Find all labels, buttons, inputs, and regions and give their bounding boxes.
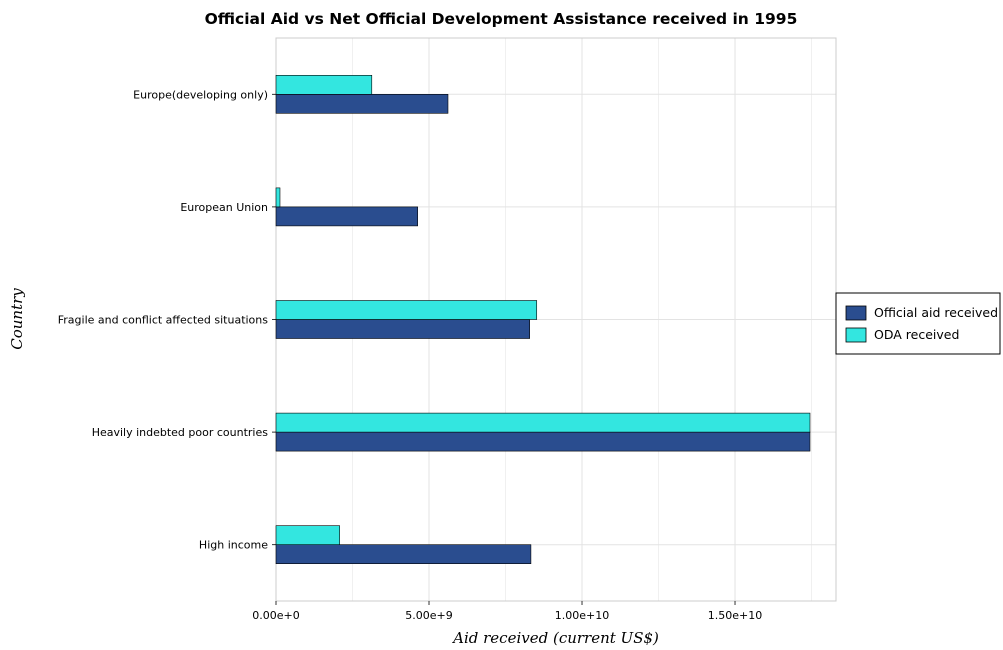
y-tick-label: High income (199, 539, 268, 552)
y-axis-label: Country (8, 288, 26, 350)
bar-official-aid-2 (275, 319, 530, 339)
x-tick-label: 0.00e+0 (252, 609, 299, 622)
bar-official-aid-4 (275, 544, 532, 565)
bar-official-aid-3 (275, 431, 811, 452)
bar-oda-4 (275, 525, 340, 546)
legend-box (835, 292, 1001, 355)
y-tick-label: Europe(developing only) (133, 88, 268, 101)
bar-oda-0 (275, 75, 373, 95)
bar-official-aid-0 (275, 94, 449, 114)
x-tick-labels: 0.00e+0 5.00e+9 1.00e+10 1.50e+10 (252, 601, 762, 622)
legend-label: ODA received (874, 327, 959, 342)
x-tick-label: 1.00e+10 (555, 609, 609, 622)
bar-oda-3 (275, 412, 811, 433)
legend-label: Official aid received (874, 305, 998, 320)
bar-official-aid-1 (275, 206, 418, 227)
bars (275, 75, 811, 565)
x-tick-label: 1.50e+10 (708, 609, 762, 622)
y-tick-label: Fragile and conflict affected situations (58, 314, 269, 327)
bar-oda-1 (275, 187, 281, 208)
y-tick-label: Heavily indebted poor countries (92, 426, 269, 439)
bar-oda-2 (275, 300, 538, 320)
legend-swatch (845, 327, 867, 343)
x-tick-label: 5.00e+9 (405, 609, 452, 622)
y-tick-labels: Europe(developing only) European Union Fra… (58, 88, 276, 552)
x-axis-label: Aid received (current US$) (451, 629, 659, 647)
chart-title: Official Aid vs Net Official Development… (205, 10, 798, 28)
legend: Official aid received ODA received (835, 292, 1001, 355)
legend-swatch (845, 305, 867, 321)
y-tick-label: European Union (180, 201, 268, 214)
